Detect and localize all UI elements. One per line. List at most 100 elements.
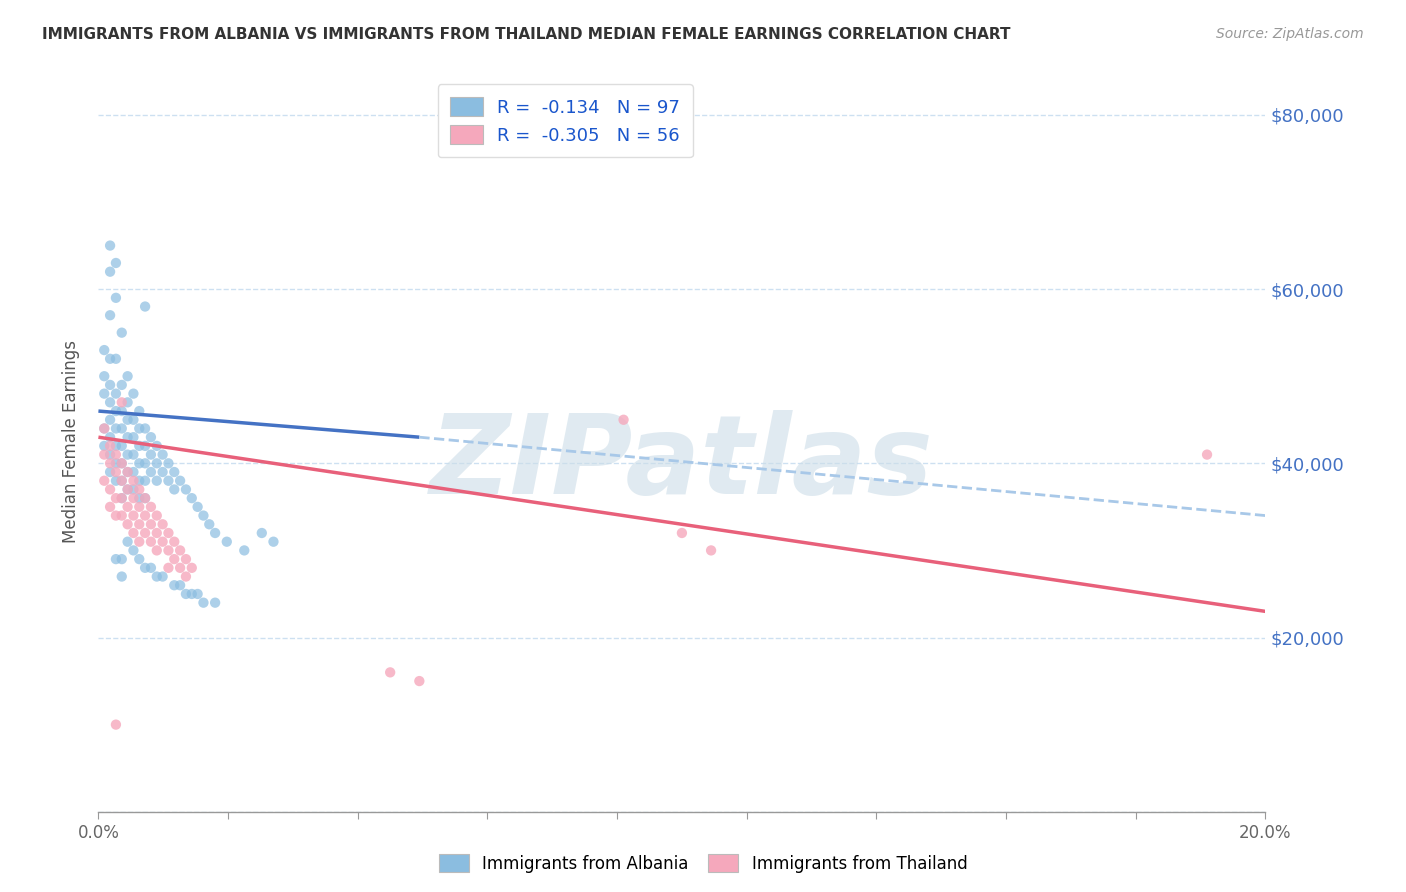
Point	[157, 456, 180, 470]
Point	[169, 561, 191, 575]
Point	[146, 526, 169, 541]
Point	[104, 465, 127, 479]
Point	[111, 326, 134, 340]
Point	[111, 552, 134, 566]
Point	[700, 543, 723, 558]
Point	[139, 561, 162, 575]
Point	[146, 456, 169, 470]
Point	[104, 474, 127, 488]
Point	[193, 596, 215, 610]
Point	[146, 439, 169, 453]
Point	[122, 465, 145, 479]
Point	[117, 448, 139, 462]
Point	[671, 526, 693, 541]
Point	[612, 413, 634, 427]
Point	[111, 491, 134, 505]
Point	[122, 508, 145, 523]
Point	[128, 421, 150, 435]
Point	[157, 474, 180, 488]
Point	[104, 256, 127, 270]
Point	[146, 474, 169, 488]
Point	[98, 351, 121, 366]
Point	[152, 569, 174, 583]
Point	[146, 569, 169, 583]
Point	[134, 421, 156, 435]
Point	[380, 665, 402, 680]
Point	[180, 561, 202, 575]
Point	[93, 343, 115, 357]
Point	[122, 491, 145, 505]
Point	[163, 465, 186, 479]
Point	[174, 569, 197, 583]
Point	[157, 543, 180, 558]
Point	[122, 448, 145, 462]
Point	[98, 413, 121, 427]
Point	[93, 369, 115, 384]
Point	[128, 456, 150, 470]
Point	[134, 439, 156, 453]
Point	[117, 369, 139, 384]
Point	[262, 534, 284, 549]
Point	[117, 500, 139, 514]
Point	[169, 578, 191, 592]
Point	[174, 483, 197, 497]
Point	[146, 543, 169, 558]
Point	[122, 430, 145, 444]
Point	[134, 508, 156, 523]
Point	[163, 534, 186, 549]
Point	[122, 483, 145, 497]
Point	[98, 430, 121, 444]
Point	[117, 430, 139, 444]
Point	[139, 517, 162, 532]
Point	[104, 552, 127, 566]
Point	[117, 483, 139, 497]
Point	[198, 517, 221, 532]
Point	[104, 421, 127, 435]
Point	[139, 465, 162, 479]
Point	[128, 534, 150, 549]
Point	[233, 543, 256, 558]
Point	[104, 351, 127, 366]
Point	[111, 474, 134, 488]
Point	[174, 587, 197, 601]
Y-axis label: Median Female Earnings: Median Female Earnings	[62, 340, 80, 543]
Point	[180, 491, 202, 505]
Point	[139, 534, 162, 549]
Point	[98, 456, 121, 470]
Point	[157, 561, 180, 575]
Point	[174, 552, 197, 566]
Point	[98, 265, 121, 279]
Point	[98, 500, 121, 514]
Point	[152, 465, 174, 479]
Point	[98, 308, 121, 322]
Text: Source: ZipAtlas.com: Source: ZipAtlas.com	[1216, 27, 1364, 41]
Point	[104, 456, 127, 470]
Point	[250, 526, 273, 541]
Point	[98, 238, 121, 252]
Point	[187, 500, 209, 514]
Point	[128, 552, 150, 566]
Point	[104, 291, 127, 305]
Point	[146, 508, 169, 523]
Point	[139, 448, 162, 462]
Point	[152, 517, 174, 532]
Point	[117, 483, 139, 497]
Point	[98, 439, 121, 453]
Point	[98, 465, 121, 479]
Point	[93, 421, 115, 435]
Point	[187, 587, 209, 601]
Point	[93, 439, 115, 453]
Point	[134, 474, 156, 488]
Point	[180, 587, 202, 601]
Legend: Immigrants from Albania, Immigrants from Thailand: Immigrants from Albania, Immigrants from…	[432, 847, 974, 880]
Point	[98, 483, 121, 497]
Point	[111, 395, 134, 409]
Point	[1195, 448, 1218, 462]
Point	[104, 491, 127, 505]
Point	[169, 543, 191, 558]
Point	[111, 456, 134, 470]
Point	[98, 378, 121, 392]
Point	[117, 534, 139, 549]
Point	[128, 439, 150, 453]
Point	[122, 474, 145, 488]
